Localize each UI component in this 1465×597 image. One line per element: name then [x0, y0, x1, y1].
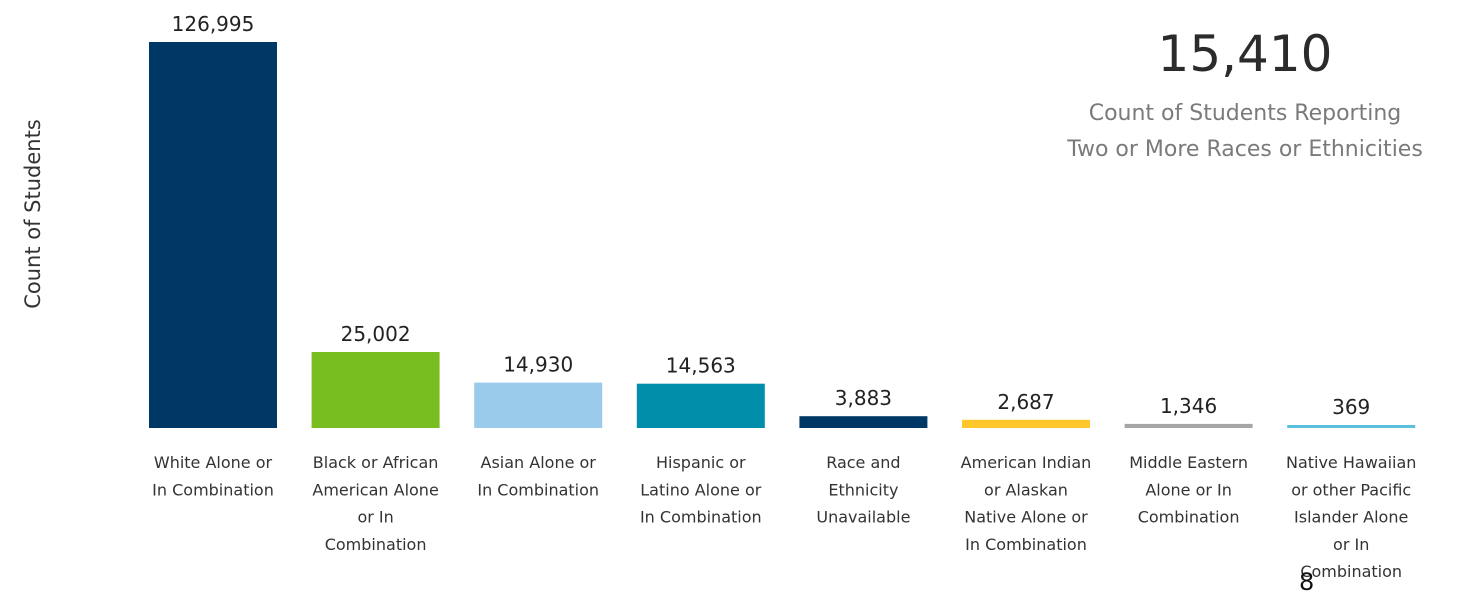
bar-3 — [636, 383, 765, 428]
bar-6 — [1124, 423, 1253, 428]
page-number: 8 — [1299, 568, 1315, 596]
category-label-5: American Indian or Alaskan Native Alone or… — [961, 453, 1092, 554]
category-label-7: Native Hawaiian or other Pacific Islander … — [1286, 453, 1416, 581]
value-label-3: 14,563 — [666, 354, 736, 378]
kpi-label-line2: Two or More Races or Ethnicities — [1067, 137, 1423, 162]
value-label-7: 369 — [1332, 395, 1370, 419]
kpi-panel: 15,410 Count of Students Reporting Two o… — [1030, 22, 1460, 168]
bar-0 — [149, 42, 277, 428]
y-axis-label: Count of Students — [21, 119, 45, 309]
bar-5 — [962, 419, 1090, 428]
category-label-1: Black or African American Alone or In Combi… — [312, 453, 438, 554]
value-label-6: 1,346 — [1160, 394, 1217, 418]
category-label-4: Race and Ethnicity Unavailable — [816, 453, 910, 527]
bar-7 — [1287, 425, 1416, 428]
category-label-0: White Alone or In Combination — [152, 453, 274, 499]
value-label-5: 2,687 — [997, 390, 1054, 414]
value-label-0: 126,995 — [172, 12, 255, 36]
category-label-3: Hispanic or Latino Alone or In Combination — [640, 453, 762, 527]
value-label-4: 3,883 — [835, 386, 892, 410]
category-label-6: Middle Eastern Alone or In Combination — [1129, 453, 1248, 527]
bar-2 — [474, 382, 603, 428]
bar-4 — [799, 416, 928, 428]
kpi-label-line1: Count of Students Reporting — [1088, 101, 1402, 126]
value-label-1: 25,002 — [341, 322, 411, 346]
kpi-label: Count of Students Reporting Two or More … — [1030, 96, 1460, 168]
value-label-2: 14,930 — [503, 353, 573, 377]
bar-1 — [311, 352, 440, 428]
category-label-2: Asian Alone or In Combination — [477, 453, 599, 499]
kpi-value: 15,410 — [1157, 25, 1333, 83]
